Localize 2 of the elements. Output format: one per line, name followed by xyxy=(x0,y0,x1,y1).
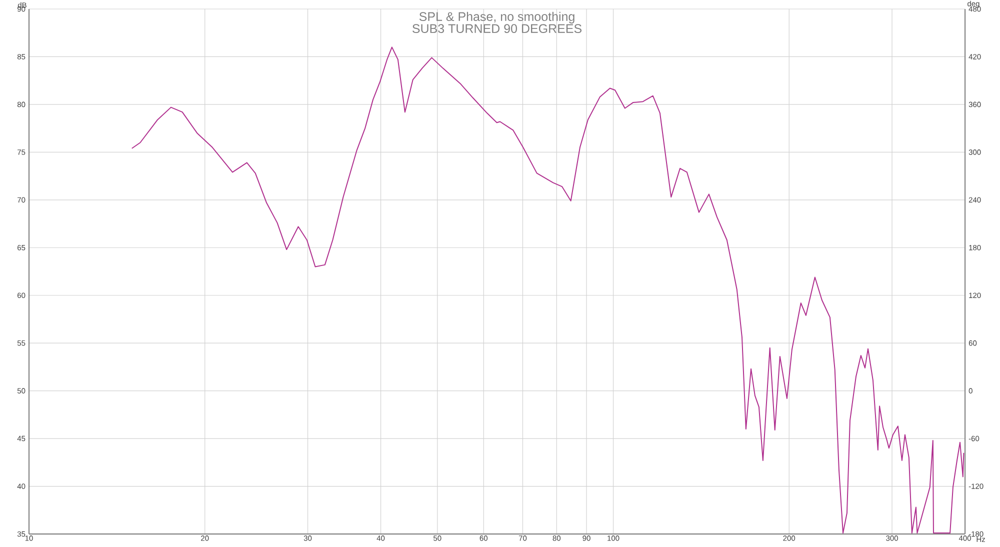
chart-title: SPL & Phase, no smoothing xyxy=(419,12,574,24)
text: SUB3 TURNED 90 DEGREES xyxy=(412,24,582,34)
